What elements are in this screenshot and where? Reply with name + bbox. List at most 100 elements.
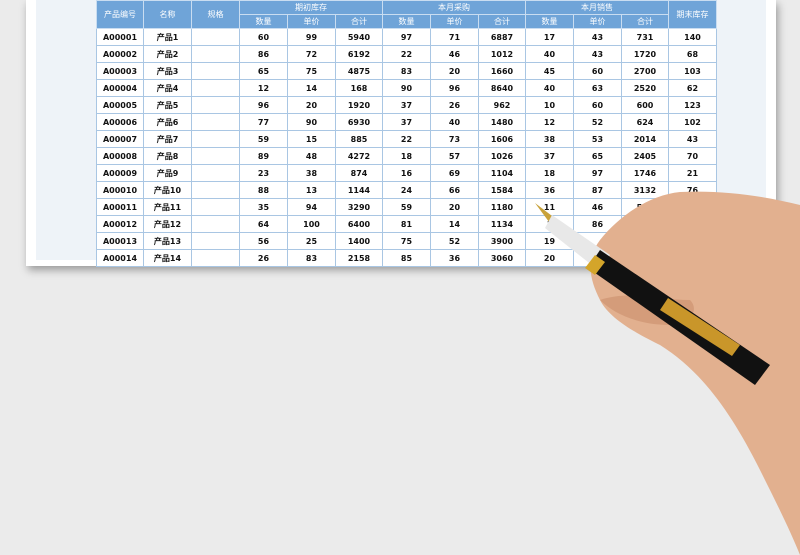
cell-closing-stock[interactable]: 70 xyxy=(668,147,717,165)
cell-opening-price[interactable]: 15 xyxy=(287,130,336,148)
cell-purchase-qty[interactable]: 37 xyxy=(382,113,431,131)
cell-code[interactable]: A00001 xyxy=(96,28,144,46)
cell-code[interactable]: A00010 xyxy=(96,181,144,199)
cell-code[interactable]: A00005 xyxy=(96,96,144,114)
cell-name[interactable]: 产品4 xyxy=(143,79,192,97)
cell-spec[interactable] xyxy=(191,79,240,97)
cell-spec[interactable] xyxy=(191,232,240,250)
cell-purchase-total[interactable]: 1134 xyxy=(478,215,526,233)
cell-name[interactable]: 产品10 xyxy=(143,181,192,199)
cell-opening-price[interactable]: 75 xyxy=(287,62,336,80)
cell-spec[interactable] xyxy=(191,147,240,165)
cell-opening-qty[interactable]: 88 xyxy=(239,181,288,199)
cell-purchase-total[interactable]: 1480 xyxy=(478,113,526,131)
cell-closing-stock[interactable]: 76 xyxy=(668,181,717,199)
cell-opening-qty[interactable]: 77 xyxy=(239,113,288,131)
cell-purchase-total[interactable]: 8640 xyxy=(478,79,526,97)
cell-purchase-total[interactable]: 6887 xyxy=(478,28,526,46)
cell-purchase-total[interactable]: 1012 xyxy=(478,45,526,63)
cell-opening-total[interactable]: 4875 xyxy=(335,62,383,80)
cell-code[interactable]: A00007 xyxy=(96,130,144,148)
cell-opening-price[interactable]: 99 xyxy=(287,28,336,46)
cell-opening-price[interactable]: 20 xyxy=(287,96,336,114)
cell-spec[interactable] xyxy=(191,249,240,267)
cell-opening-price[interactable]: 25 xyxy=(287,232,336,250)
cell-opening-qty[interactable]: 65 xyxy=(239,62,288,80)
cell-purchase-price[interactable]: 66 xyxy=(430,181,479,199)
cell-sales-price[interactable]: 46 xyxy=(573,198,622,216)
cell-opening-price[interactable]: 83 xyxy=(287,249,336,267)
cell-sales-total[interactable]: 624 xyxy=(621,113,669,131)
cell-purchase-total[interactable]: 3060 xyxy=(478,249,526,267)
cell-code[interactable]: A00006 xyxy=(96,113,144,131)
cell-sales-price[interactable]: 86 xyxy=(573,215,622,233)
cell-purchase-price[interactable]: 20 xyxy=(430,62,479,80)
cell-sales-price[interactable]: 65 xyxy=(573,147,622,165)
cell-purchase-price[interactable]: 36 xyxy=(430,249,479,267)
cell-purchase-total[interactable]: 1026 xyxy=(478,147,526,165)
cell-name[interactable]: 产品7 xyxy=(143,130,192,148)
cell-opening-total[interactable]: 5940 xyxy=(335,28,383,46)
cell-sales-total[interactable]: 731 xyxy=(621,28,669,46)
cell-name[interactable]: 产品13 xyxy=(143,232,192,250)
cell-purchase-total[interactable]: 1660 xyxy=(478,62,526,80)
cell-closing-stock[interactable]: 102 xyxy=(668,113,717,131)
cell-sales-price[interactable]: 60 xyxy=(573,96,622,114)
cell-closing-stock[interactable]: 21 xyxy=(668,164,717,182)
cell-purchase-total[interactable]: 3900 xyxy=(478,232,526,250)
cell-purchase-price[interactable]: 40 xyxy=(430,113,479,131)
cell-sales-qty[interactable]: 37 xyxy=(525,147,574,165)
cell-sales-qty[interactable]: 12 xyxy=(525,113,574,131)
cell-opening-total[interactable]: 168 xyxy=(335,79,383,97)
cell-opening-qty[interactable]: 23 xyxy=(239,164,288,182)
cell-sales-total[interactable]: 2014 xyxy=(621,130,669,148)
cell-sales-total[interactable] xyxy=(621,249,669,267)
cell-purchase-price[interactable]: 71 xyxy=(430,28,479,46)
cell-closing-stock[interactable]: 103 xyxy=(668,62,717,80)
cell-sales-total[interactable]: 1720 xyxy=(621,45,669,63)
cell-closing-stock[interactable]: 123 xyxy=(668,96,717,114)
cell-purchase-qty[interactable]: 90 xyxy=(382,79,431,97)
cell-code[interactable]: A00011 xyxy=(96,198,144,216)
cell-name[interactable]: 产品12 xyxy=(143,215,192,233)
cell-opening-price[interactable]: 72 xyxy=(287,45,336,63)
cell-purchase-qty[interactable]: 85 xyxy=(382,249,431,267)
cell-opening-total[interactable]: 1920 xyxy=(335,96,383,114)
cell-opening-total[interactable]: 6930 xyxy=(335,113,383,131)
cell-opening-total[interactable]: 1144 xyxy=(335,181,383,199)
cell-purchase-price[interactable]: 73 xyxy=(430,130,479,148)
cell-sales-price[interactable]: 60 xyxy=(573,62,622,80)
cell-purchase-price[interactable]: 20 xyxy=(430,198,479,216)
cell-sales-price[interactable]: 87 xyxy=(573,181,622,199)
cell-opening-total[interactable]: 1400 xyxy=(335,232,383,250)
cell-purchase-qty[interactable]: 24 xyxy=(382,181,431,199)
cell-opening-qty[interactable]: 86 xyxy=(239,45,288,63)
cell-spec[interactable] xyxy=(191,198,240,216)
cell-spec[interactable] xyxy=(191,113,240,131)
cell-purchase-price[interactable]: 46 xyxy=(430,45,479,63)
cell-sales-qty[interactable]: 40 xyxy=(525,79,574,97)
cell-opening-total[interactable]: 2158 xyxy=(335,249,383,267)
cell-code[interactable]: A00003 xyxy=(96,62,144,80)
cell-purchase-qty[interactable]: 83 xyxy=(382,62,431,80)
cell-sales-qty[interactable]: 40 xyxy=(525,45,574,63)
cell-sales-total[interactable] xyxy=(621,215,669,233)
cell-purchase-price[interactable]: 96 xyxy=(430,79,479,97)
cell-purchase-qty[interactable]: 59 xyxy=(382,198,431,216)
cell-code[interactable]: A00014 xyxy=(96,249,144,267)
cell-purchase-qty[interactable]: 18 xyxy=(382,147,431,165)
cell-spec[interactable] xyxy=(191,45,240,63)
cell-sales-qty[interactable]: 45 xyxy=(525,62,574,80)
cell-sales-total[interactable]: 1746 xyxy=(621,164,669,182)
cell-closing-stock[interactable]: 140 xyxy=(668,28,717,46)
cell-opening-total[interactable]: 6192 xyxy=(335,45,383,63)
cell-purchase-qty[interactable]: 22 xyxy=(382,130,431,148)
cell-sales-qty[interactable]: 17 xyxy=(525,28,574,46)
cell-closing-stock[interactable] xyxy=(668,198,717,216)
cell-name[interactable]: 产品3 xyxy=(143,62,192,80)
cell-sales-qty[interactable]: 19 xyxy=(525,232,574,250)
cell-sales-price[interactable]: 52 xyxy=(573,113,622,131)
cell-sales-total[interactable]: 2520 xyxy=(621,79,669,97)
cell-opening-total[interactable]: 874 xyxy=(335,164,383,182)
cell-closing-stock[interactable] xyxy=(668,215,717,233)
